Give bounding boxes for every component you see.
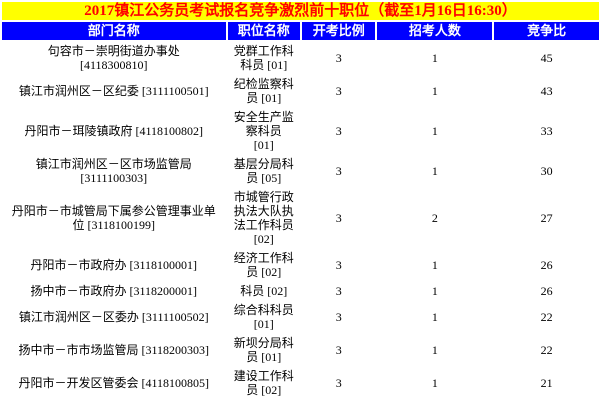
recruit-count-cell: 1 xyxy=(377,155,493,186)
open-exam-ratio-cell: 3 xyxy=(301,249,376,280)
open-exam-ratio-cell: 3 xyxy=(301,42,376,73)
table-row: 丹阳市－市城管局下属参公管理事业单 位 [3118100199] 市城管行政 执法… xyxy=(2,188,599,247)
department-cell: 句容市－崇明街道办事处 [4118300810] xyxy=(2,42,226,73)
department-cell: 丹阳市－开发区管委会 [4118100805] xyxy=(2,367,226,398)
competition-ratio-cell: 45 xyxy=(494,42,599,73)
table-row: 扬中市－市市场监管局 [3118200303] 新坝分局科 员 [01] 3 1 22 xyxy=(2,334,599,365)
column-header-department: 部门名称 xyxy=(2,22,226,40)
competition-ratio-cell: 43 xyxy=(494,75,599,106)
competition-ratio-cell: 26 xyxy=(494,282,599,299)
open-exam-ratio-cell: 3 xyxy=(301,155,376,186)
department-cell: 扬中市－市市场监管局 [3118200303] xyxy=(2,334,226,365)
position-cell: 市城管行政 执法大队执 法工作科员 [02] xyxy=(227,188,300,247)
recruit-count-cell: 1 xyxy=(377,367,493,398)
open-exam-ratio-cell: 3 xyxy=(301,282,376,299)
open-exam-ratio-cell: 3 xyxy=(301,108,376,153)
competition-ratio-cell: 27 xyxy=(494,188,599,247)
position-cell: 科员 [02] xyxy=(227,282,300,299)
recruit-count-cell: 1 xyxy=(377,282,493,299)
column-header-competition: 竞争比 xyxy=(494,22,599,40)
table-row: 丹阳市－市政府办 [3118100001] 经济工作科 员 [02] 3 1 26 xyxy=(2,249,599,280)
competition-ratio-cell: 22 xyxy=(494,334,599,365)
ranking-table: 2017镇江公务员考试报名竞争激烈前十职位（截至1月16日16:30） 部门名称… xyxy=(2,2,599,398)
header-row: 部门名称 职位名称 开考比例 招考人数 竞争比 xyxy=(2,22,599,40)
page-title: 2017镇江公务员考试报名竞争激烈前十职位（截至1月16日16:30） xyxy=(2,2,599,20)
open-exam-ratio-cell: 3 xyxy=(301,188,376,247)
position-cell: 综合科科员 [01] xyxy=(227,301,300,332)
position-cell: 安全生产监 察科员 [01] xyxy=(227,108,300,153)
department-cell: 丹阳市－市政府办 [3118100001] xyxy=(2,249,226,280)
competition-ratio-cell: 22 xyxy=(494,301,599,332)
column-header-recruits: 招考人数 xyxy=(377,22,493,40)
table-row: 句容市－崇明街道办事处 [4118300810] 党群工作科 科员 [01] 3 1 4… xyxy=(2,42,599,73)
table-row: 镇江市润州区－区纪委 [3111100501] 纪检监察科 员 [01] 3 1 43 xyxy=(2,75,599,106)
position-cell: 经济工作科 员 [02] xyxy=(227,249,300,280)
position-cell: 纪检监察科 员 [01] xyxy=(227,75,300,106)
department-cell: 扬中市－市政府办 [3118200001] xyxy=(2,282,226,299)
department-cell: 镇江市润州区－区市场监管局 [3111100303] xyxy=(2,155,226,186)
recruit-count-cell: 1 xyxy=(377,334,493,365)
table-row: 扬中市－市政府办 [3118200001] 科员 [02] 3 1 26 xyxy=(2,282,599,299)
table-row: 镇江市润州区－区委办 [3111100502] 综合科科员 [01] 3 1 22 xyxy=(2,301,599,332)
open-exam-ratio-cell: 3 xyxy=(301,334,376,365)
open-exam-ratio-cell: 3 xyxy=(301,367,376,398)
title-row: 2017镇江公务员考试报名竞争激烈前十职位（截至1月16日16:30） xyxy=(2,2,599,20)
competition-ratio-cell: 21 xyxy=(494,367,599,398)
column-header-ratio: 开考比例 xyxy=(301,22,376,40)
open-exam-ratio-cell: 3 xyxy=(301,75,376,106)
open-exam-ratio-cell: 3 xyxy=(301,301,376,332)
recruit-count-cell: 2 xyxy=(377,188,493,247)
recruit-count-cell: 1 xyxy=(377,108,493,153)
position-cell: 建设工作科 员 [02] xyxy=(227,367,300,398)
table-row: 丹阳市－开发区管委会 [4118100805] 建设工作科 员 [02] 3 1 21 xyxy=(2,367,599,398)
table-row: 丹阳市－珥陵镇政府 [4118100802] 安全生产监 察科员 [01] 3 1 33 xyxy=(2,108,599,153)
table-body: 句容市－崇明街道办事处 [4118300810] 党群工作科 科员 [01] 3 1 4… xyxy=(2,42,599,398)
department-cell: 丹阳市－市城管局下属参公管理事业单 位 [3118100199] xyxy=(2,188,226,247)
department-cell: 镇江市润州区－区委办 [3111100502] xyxy=(2,301,226,332)
column-header-position: 职位名称 xyxy=(227,22,300,40)
recruit-count-cell: 1 xyxy=(377,301,493,332)
position-cell: 基层分局科 员 [05] xyxy=(227,155,300,186)
table-row: 镇江市润州区－区市场监管局 [3111100303] 基层分局科 员 [05] 3 1… xyxy=(2,155,599,186)
competition-ratio-cell: 30 xyxy=(494,155,599,186)
department-cell: 镇江市润州区－区纪委 [3111100501] xyxy=(2,75,226,106)
recruit-count-cell: 1 xyxy=(377,249,493,280)
position-cell: 新坝分局科 员 [01] xyxy=(227,334,300,365)
competition-ratio-cell: 26 xyxy=(494,249,599,280)
competition-ratio-cell: 33 xyxy=(494,108,599,153)
recruit-count-cell: 1 xyxy=(377,42,493,73)
recruit-count-cell: 1 xyxy=(377,75,493,106)
position-cell: 党群工作科 科员 [01] xyxy=(227,42,300,73)
department-cell: 丹阳市－珥陵镇政府 [4118100802] xyxy=(2,108,226,153)
